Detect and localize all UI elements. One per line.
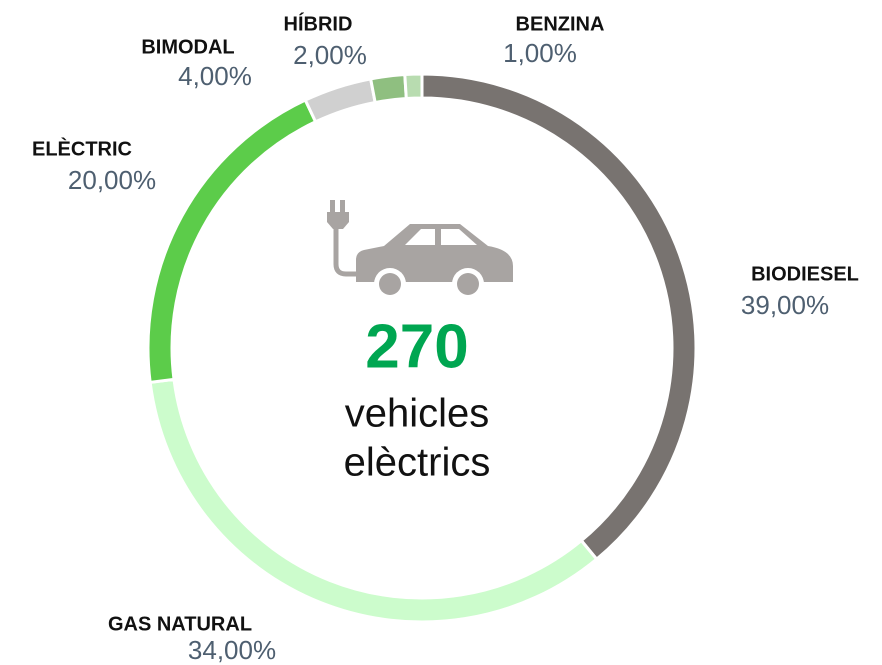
category-label: BIODIESEL [751, 263, 859, 285]
category-label: HÍBRID [284, 12, 353, 35]
center-label: elèctrics [344, 441, 491, 485]
value-label: 4,00% [178, 61, 252, 91]
center-value: 270 [365, 312, 468, 381]
value-label: 39,00% [741, 290, 829, 320]
donut-segment [368, 72, 408, 105]
value-label: 20,00% [68, 165, 156, 195]
value-label: 2,00% [293, 40, 367, 70]
donut-segment [303, 77, 377, 124]
category-label: GAS NATURAL [108, 613, 252, 635]
category-label: BENZINA [516, 13, 605, 35]
value-label: 34,00% [188, 635, 276, 665]
category-label: BIMODAL [141, 36, 234, 58]
value-label: 1,00% [503, 38, 577, 68]
donut-segment [146, 98, 318, 385]
car-icon [327, 200, 513, 300]
category-label: ELÈCTRIC [32, 137, 132, 160]
donut-segment [403, 72, 424, 101]
center-label: vehicles [345, 392, 490, 436]
